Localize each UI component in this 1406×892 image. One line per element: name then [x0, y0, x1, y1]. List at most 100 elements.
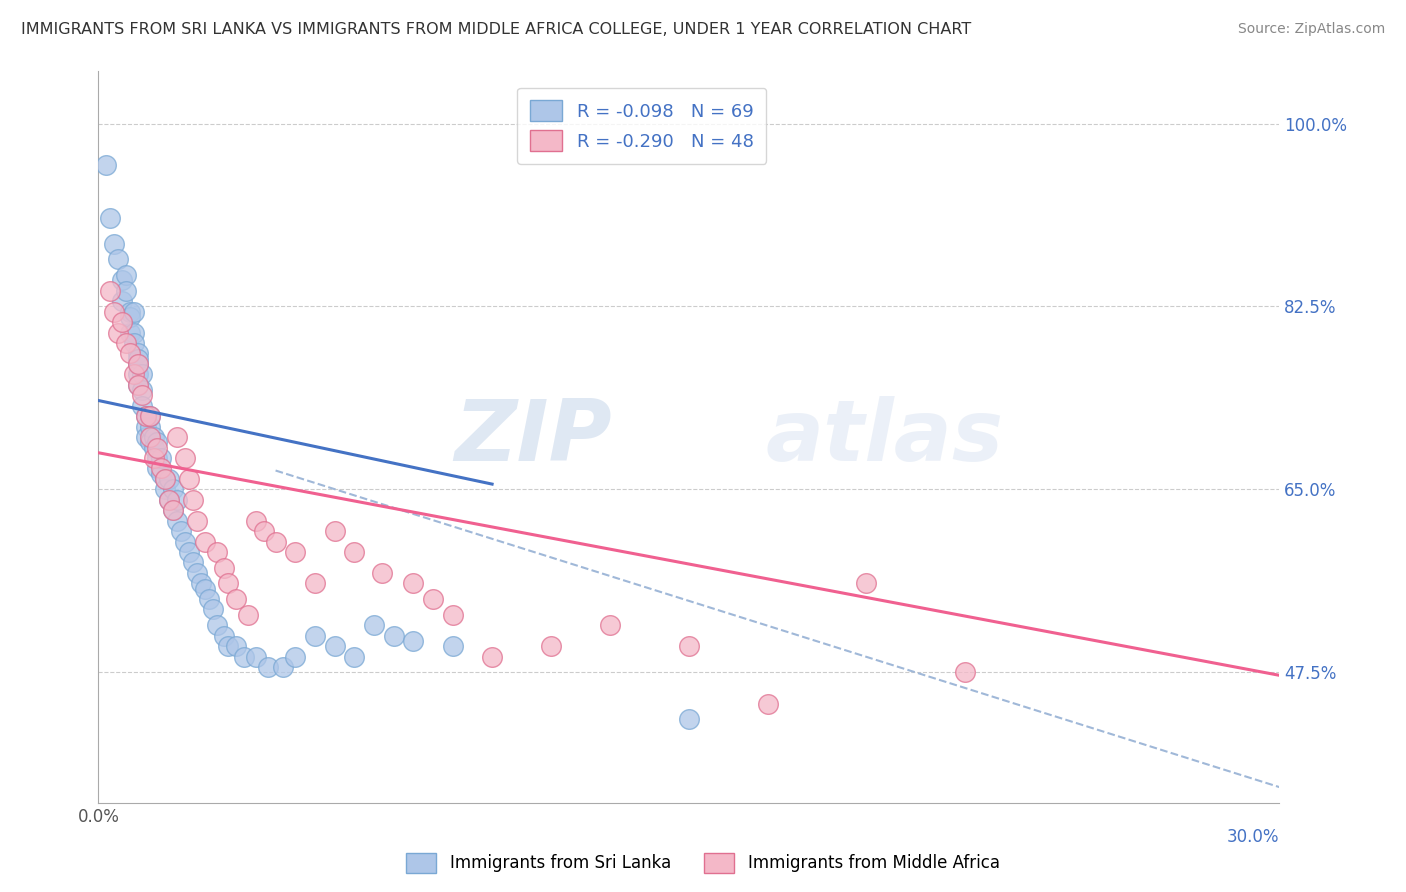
- Point: [142, 441, 165, 455]
- Point: [177, 545, 200, 559]
- Point: [135, 419, 157, 434]
- Point: [131, 399, 153, 413]
- Point: [284, 545, 307, 559]
- Point: [138, 419, 160, 434]
- Point: [127, 377, 149, 392]
- Point: [214, 629, 236, 643]
- Point: [111, 315, 134, 329]
- Point: [127, 357, 149, 371]
- Point: [256, 660, 278, 674]
- Point: [441, 607, 464, 622]
- Point: [441, 639, 464, 653]
- Point: [225, 592, 247, 607]
- Point: [146, 461, 169, 475]
- Point: [205, 545, 228, 559]
- Point: [115, 268, 138, 282]
- Point: [217, 639, 239, 653]
- Point: [135, 409, 157, 424]
- Point: [236, 607, 259, 622]
- Point: [323, 639, 346, 653]
- Point: [122, 326, 145, 340]
- Point: [122, 368, 145, 382]
- Text: 30.0%: 30.0%: [1227, 829, 1279, 847]
- Point: [253, 524, 276, 538]
- Point: [245, 514, 267, 528]
- Point: [205, 618, 228, 632]
- Point: [599, 618, 621, 632]
- Point: [127, 377, 149, 392]
- Point: [111, 294, 134, 309]
- Point: [142, 430, 165, 444]
- Point: [155, 483, 177, 497]
- Point: [382, 629, 405, 643]
- Point: [343, 649, 366, 664]
- Point: [103, 236, 125, 251]
- Point: [131, 388, 153, 402]
- Point: [138, 409, 160, 424]
- Point: [194, 582, 217, 596]
- Point: [157, 492, 180, 507]
- Point: [122, 304, 145, 318]
- Point: [197, 592, 219, 607]
- Point: [214, 560, 236, 574]
- Point: [245, 649, 267, 664]
- Point: [115, 336, 138, 351]
- Point: [98, 211, 121, 225]
- Point: [402, 576, 425, 591]
- Point: [135, 430, 157, 444]
- Point: [855, 576, 877, 591]
- Point: [323, 524, 346, 538]
- Point: [127, 346, 149, 360]
- Point: [166, 492, 188, 507]
- Point: [678, 639, 700, 653]
- Text: ZIP: ZIP: [454, 395, 612, 479]
- Point: [190, 576, 212, 591]
- Point: [233, 649, 256, 664]
- Point: [150, 467, 173, 481]
- Point: [186, 514, 208, 528]
- Point: [118, 310, 141, 324]
- Point: [127, 357, 149, 371]
- Point: [98, 284, 121, 298]
- Point: [162, 503, 184, 517]
- Point: [146, 435, 169, 450]
- Point: [131, 368, 153, 382]
- Point: [756, 697, 779, 711]
- Point: [540, 639, 562, 653]
- Point: [177, 472, 200, 486]
- Point: [162, 503, 184, 517]
- Point: [174, 450, 197, 465]
- Point: [284, 649, 307, 664]
- Point: [217, 576, 239, 591]
- Point: [127, 351, 149, 366]
- Text: atlas: atlas: [766, 395, 1004, 479]
- Point: [127, 368, 149, 382]
- Point: [150, 450, 173, 465]
- Point: [201, 602, 224, 616]
- Legend: Immigrants from Sri Lanka, Immigrants from Middle Africa: Immigrants from Sri Lanka, Immigrants fr…: [399, 847, 1007, 880]
- Point: [481, 649, 503, 664]
- Point: [174, 534, 197, 549]
- Point: [264, 534, 287, 549]
- Point: [422, 592, 444, 607]
- Point: [181, 556, 204, 570]
- Point: [115, 284, 138, 298]
- Point: [107, 252, 129, 267]
- Point: [122, 336, 145, 351]
- Point: [371, 566, 394, 580]
- Point: [155, 472, 177, 486]
- Point: [953, 665, 976, 680]
- Point: [166, 430, 188, 444]
- Point: [131, 383, 153, 397]
- Point: [304, 629, 326, 643]
- Point: [678, 712, 700, 726]
- Point: [96, 158, 118, 172]
- Point: [118, 326, 141, 340]
- Point: [181, 492, 204, 507]
- Point: [162, 483, 184, 497]
- Point: [186, 566, 208, 580]
- Point: [194, 534, 217, 549]
- Point: [146, 450, 169, 465]
- Point: [118, 304, 141, 318]
- Point: [103, 304, 125, 318]
